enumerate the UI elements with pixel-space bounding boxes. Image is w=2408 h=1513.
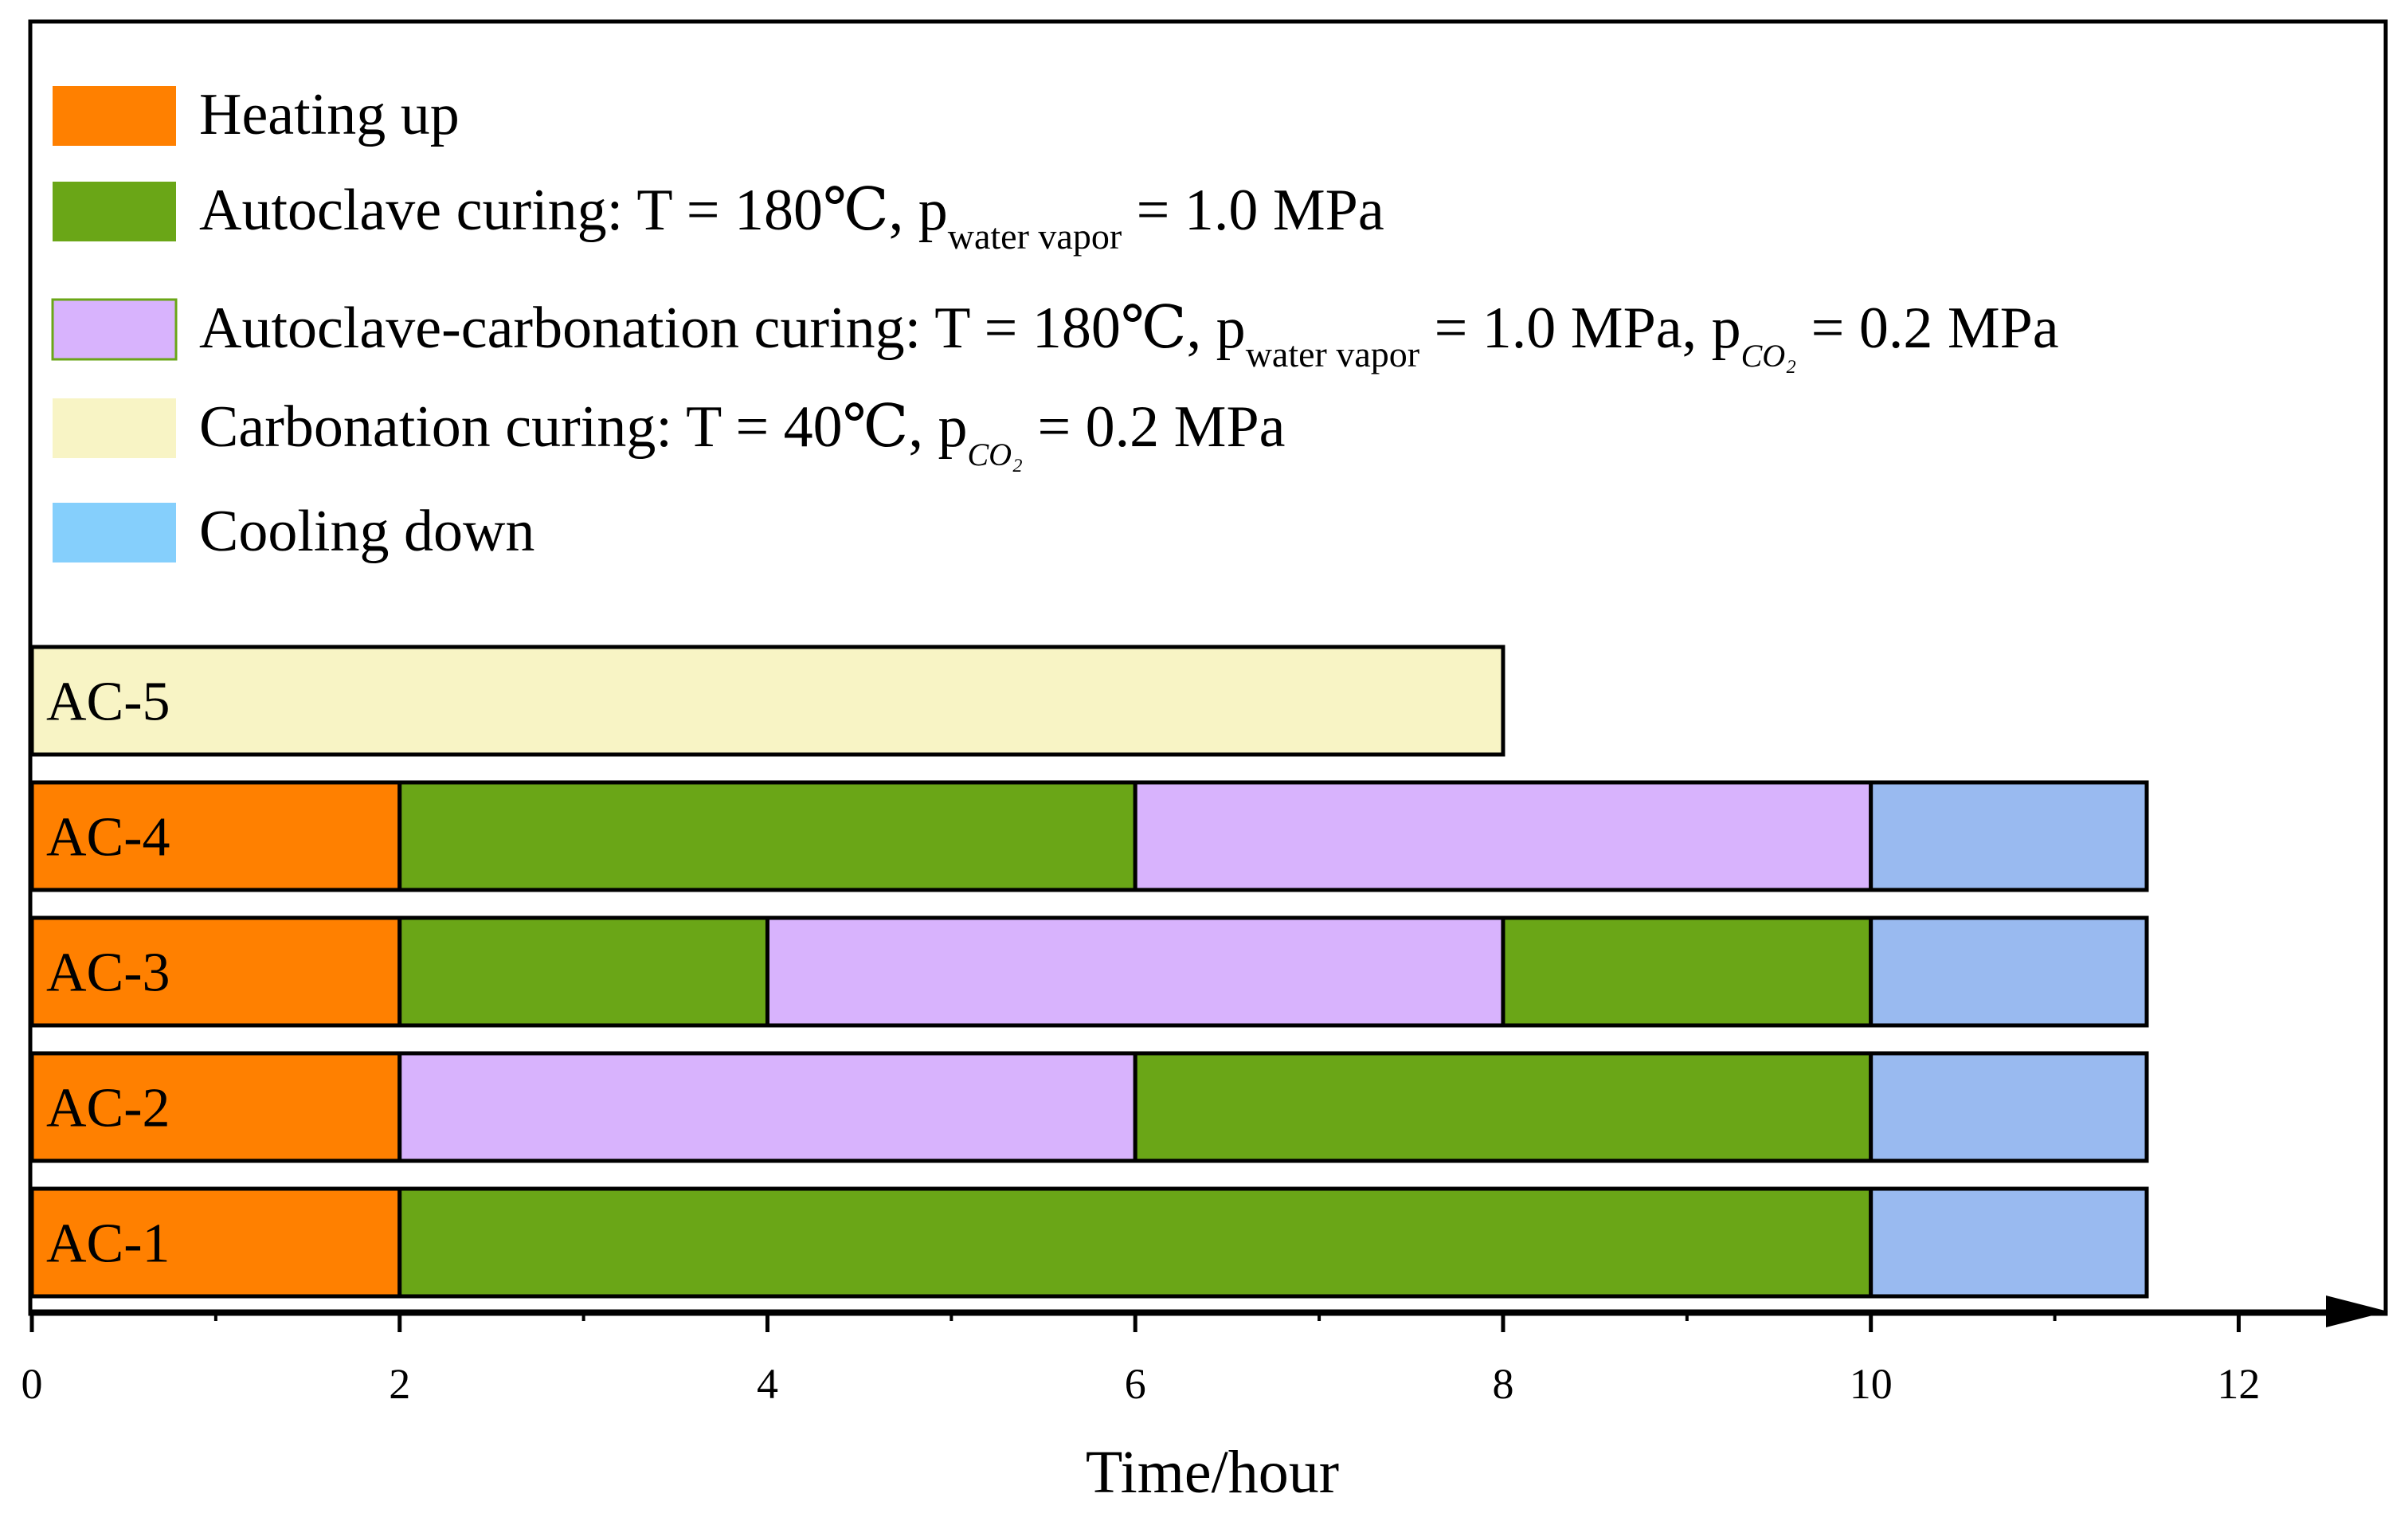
legend-item-auto: Autoclave curing: T = 180℃, pwater vapor… [53,178,1384,257]
x-axis-title: Time/hour [1086,1439,1339,1506]
tick-label: 12 [2217,1360,2260,1408]
legend-item-ac: Autoclave-carbonation curing: T = 180℃, … [51,296,2059,374]
tick-label: 10 [1850,1360,1893,1408]
legend-label: Autoclave curing: T = 180℃, pwater vapor… [199,178,1384,257]
tick-label: 6 [1125,1360,1146,1408]
legend-label: Carbonation curing: T = 40℃, pCO₂ = 0.2 … [199,394,1285,472]
bar-segment-auto [397,1186,1874,1299]
legend-label: Heating up [199,82,460,147]
bars: AC-5 AC-4 AC-3 AC-2 AC-1 [29,645,2149,1299]
legend-swatch [53,182,176,241]
legend-swatch [53,398,176,458]
x-axis-arrow [2326,1295,2388,1327]
tick-label: 0 [22,1360,43,1408]
tick-label: 4 [757,1360,778,1408]
legend-item-cool: Cooling down [53,499,534,564]
bar-segment-heat [29,915,402,1028]
bar-segment-carb [29,645,1505,757]
bar-segment-ac [765,915,1505,1028]
bar-segment-heat [29,1186,402,1299]
legend: Heating up Autoclave curing: T = 180℃, pw… [51,82,2059,564]
bar-segment-auto [1133,1051,1874,1163]
legend-label: Autoclave-carbonation curing: T = 180℃, … [199,296,2059,374]
bar-segment-cool [1869,915,2149,1028]
bar-segment-auto [397,780,1137,892]
legend-swatch [53,86,176,146]
legend-swatch [53,503,176,562]
bar-label: AC-5 [46,672,170,733]
legend-label: Cooling down [199,499,534,564]
legend-swatch [51,298,178,361]
x-axis: 0 2 4 6 8 10 12 [22,1295,2388,1408]
bar-segment-cool [1869,1186,2149,1299]
bar-segment-auto [397,915,769,1028]
bar-segment-cool [1869,1051,2149,1163]
bar-row-ac-4: AC-4 [29,780,2149,892]
bar-label: AC-2 [46,1078,170,1139]
bar-segment-auto [1501,915,1874,1028]
bar-row-ac-3: AC-3 [29,915,2149,1028]
bar-row-ac-2: AC-2 [29,1051,2149,1163]
bar-row-ac-1: AC-1 [29,1186,2149,1299]
bar-segment-heat [29,780,402,892]
bar-row-ac-5: AC-5 [29,645,1505,757]
bar-label: AC-1 [46,1213,170,1275]
tick-label: 8 [1492,1360,1513,1408]
legend-item-carb: Carbonation curing: T = 40℃, pCO₂ = 0.2 … [53,394,1285,472]
bar-segment-ac [1133,780,1874,892]
bar-label: AC-4 [46,807,170,868]
bar-label: AC-3 [46,943,170,1004]
legend-item-heat: Heating up [53,82,460,147]
bar-segment-cool [1869,780,2149,892]
bar-segment-ac [397,1051,1137,1163]
tick-label: 2 [389,1360,410,1408]
